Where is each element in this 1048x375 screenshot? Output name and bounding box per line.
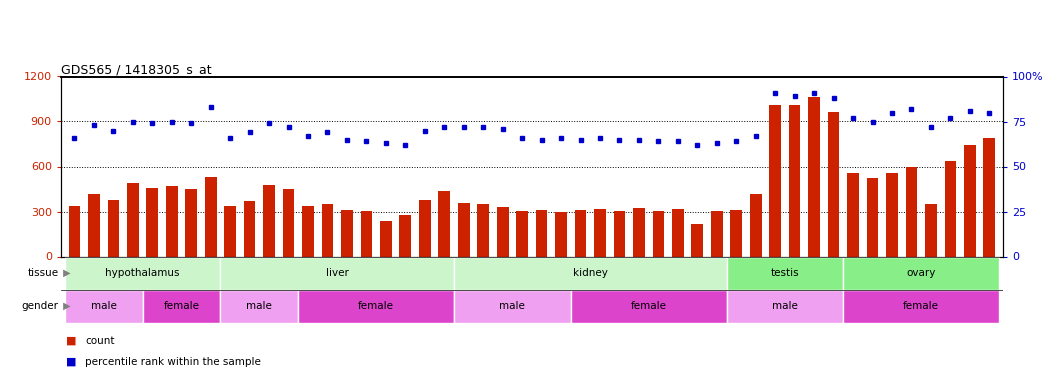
Bar [983,138,996,256]
Bar [808,98,820,256]
Bar [730,210,742,256]
Bar [594,209,606,256]
Bar [361,211,372,256]
Bar [166,186,177,256]
Bar [555,212,567,256]
Bar [633,208,645,256]
Text: tissue: tissue [27,268,59,278]
Bar [147,188,158,256]
Text: female: female [903,301,939,311]
Bar [399,214,411,256]
Bar [127,183,138,256]
Bar [726,290,844,322]
Text: male: male [246,301,272,311]
Bar [750,194,762,256]
Bar [769,105,781,256]
Bar [828,112,839,256]
Bar [571,290,726,322]
Text: female: female [358,301,394,311]
Bar [244,201,256,256]
Bar [454,256,726,290]
Text: female: female [163,301,199,311]
Bar [88,194,100,256]
Bar [964,145,976,256]
Bar [458,203,470,256]
Text: count: count [85,336,114,346]
Bar [220,256,454,290]
Bar [341,210,353,256]
Bar [302,206,313,257]
Text: GDS565 / 1418305_s_at: GDS565 / 1418305_s_at [61,63,212,76]
Bar [220,290,299,322]
Bar [692,224,703,256]
Bar [108,200,119,256]
Bar [905,166,917,256]
Bar [536,210,547,256]
Bar [299,290,454,322]
Bar [322,204,333,257]
Bar [68,206,81,257]
Bar [614,211,626,256]
Text: ■: ■ [66,336,77,346]
Bar [711,211,723,256]
Bar [844,290,999,322]
Bar [925,204,937,257]
Bar [653,211,664,256]
Bar [497,207,508,256]
Bar [438,190,450,256]
Text: ▶: ▶ [60,268,70,278]
Bar [380,220,392,256]
Text: male: male [500,301,525,311]
Bar [454,290,571,322]
Bar [672,209,683,256]
Text: testis: testis [770,268,800,278]
Bar [419,200,431,256]
Bar [887,173,898,256]
Text: male: male [772,301,798,311]
Text: liver: liver [326,268,349,278]
Bar [65,290,143,322]
Text: ovary: ovary [907,268,936,278]
Text: female: female [631,301,667,311]
Bar [65,256,220,290]
Bar [185,189,197,256]
Bar [867,178,878,256]
Bar [574,210,587,256]
Text: ▶: ▶ [60,301,70,311]
Bar [789,105,801,256]
Text: ■: ■ [66,357,77,367]
Bar [204,177,217,256]
Text: percentile rank within the sample: percentile rank within the sample [85,357,261,367]
Bar [143,290,220,322]
Bar [263,184,275,256]
Bar [517,211,528,256]
Bar [726,256,844,290]
Bar [224,206,236,257]
Bar [283,189,294,256]
Bar [477,204,489,257]
Text: kidney: kidney [573,268,608,278]
Bar [847,173,859,256]
Text: male: male [91,301,116,311]
Bar [944,161,956,256]
Bar [844,256,999,290]
Text: gender: gender [22,301,59,311]
Text: hypothalamus: hypothalamus [105,268,180,278]
